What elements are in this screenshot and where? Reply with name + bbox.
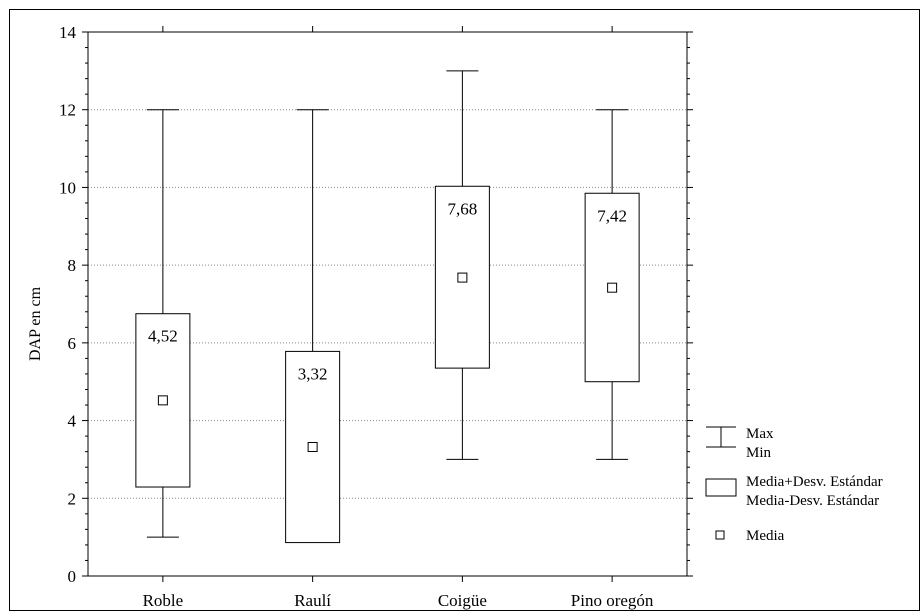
legend: Max Min Media+Desv. Estándar Media-Desv.… xyxy=(705,426,883,544)
x-tick-label: Raulí xyxy=(294,591,331,610)
legend-max-label: Max xyxy=(746,426,774,442)
mean-value-label: 4,52 xyxy=(148,327,178,346)
plot-area xyxy=(87,31,688,577)
box-group-raulí: 3,32 xyxy=(285,109,341,544)
box-group-roble: 4,52 xyxy=(135,109,191,538)
legend-mean-symbol xyxy=(715,530,725,540)
box-group-pino-oregón: 7,42 xyxy=(584,109,640,460)
mean-marker xyxy=(157,395,168,406)
mean-marker xyxy=(307,441,318,452)
y-tick-label: 10 xyxy=(59,178,76,197)
mean-marker xyxy=(607,282,618,293)
y-tick-label: 12 xyxy=(59,101,76,120)
y-tick-label: 6 xyxy=(68,334,77,353)
x-tick-label: Coigüe xyxy=(438,591,487,610)
legend-box-symbol xyxy=(705,478,737,497)
legend-mean-minus-sd-label: Media-Desv. Estándar xyxy=(746,493,879,509)
x-tick-label: Pino oregón xyxy=(571,591,654,610)
y-tick-label: 2 xyxy=(68,489,77,508)
y-axis-label: DAP en cm xyxy=(27,286,44,361)
mean-value-label: 3,32 xyxy=(298,364,328,383)
legend-whisker-symbol xyxy=(706,426,736,448)
x-tick-label: Roble xyxy=(143,591,184,610)
y-tick-label: 0 xyxy=(68,567,77,586)
mean-value-label: 7,68 xyxy=(448,199,478,218)
mean-marker xyxy=(457,272,468,283)
x-axis: Roble Raulí Coigüe Pino oregón xyxy=(143,26,654,610)
y-axis: 0 2 4 6 8 10 12 14 xyxy=(59,23,693,586)
y-tick-label: 8 xyxy=(68,256,77,275)
legend-min-label: Min xyxy=(746,445,772,461)
y-tick-label: 14 xyxy=(59,23,77,42)
boxes: 4,52 3,32 7,68 7,42 xyxy=(135,70,640,544)
y-tick-label: 4 xyxy=(68,412,77,431)
box-group-coigüe: 7,68 xyxy=(434,70,490,460)
mean-value-label: 7,42 xyxy=(597,206,627,225)
legend-mean-plus-sd-label: Media+Desv. Estándar xyxy=(746,474,883,490)
legend-mean-label: Media xyxy=(746,528,785,544)
